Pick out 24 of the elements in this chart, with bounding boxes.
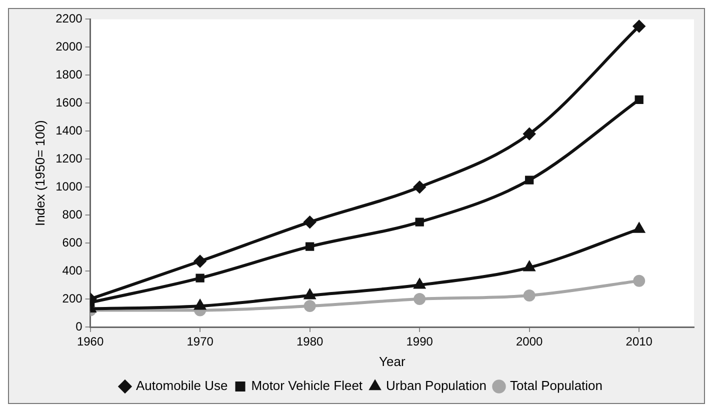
x-tick-label: 2010	[626, 334, 653, 349]
y-tick-label: 1200	[56, 151, 83, 166]
y-tick-label: 400	[62, 263, 83, 278]
legend-label: Motor Vehicle Fleet	[251, 378, 363, 394]
y-tick-label: 2200	[56, 12, 83, 26]
y-tick-label: 1800	[56, 67, 83, 82]
y-tick-label: 600	[62, 235, 83, 250]
y-tick-label: 800	[62, 207, 83, 222]
legend-label: Automobile Use	[136, 378, 228, 394]
x-tick-label: 2000	[516, 334, 544, 349]
y-tick-label: 1600	[56, 95, 83, 110]
x-axis-title: Year	[379, 354, 406, 369]
y-axis-title: Index (1950= 100)	[32, 120, 48, 226]
y-tick-label: 200	[62, 291, 83, 306]
x-tick-label: 1970	[186, 334, 214, 349]
y-tick-label: 0	[76, 319, 83, 334]
legend-label: Urban Population	[386, 378, 487, 394]
y-tick-label: 1000	[56, 179, 83, 194]
x-tick-label: 1980	[296, 334, 324, 349]
x-tick-label: 1960	[76, 334, 104, 349]
legend-label: Total Population	[510, 378, 603, 394]
y-tick-label: 1400	[56, 123, 83, 138]
x-tick-label: 1990	[406, 334, 434, 349]
y-tick-label: 2000	[56, 39, 83, 54]
